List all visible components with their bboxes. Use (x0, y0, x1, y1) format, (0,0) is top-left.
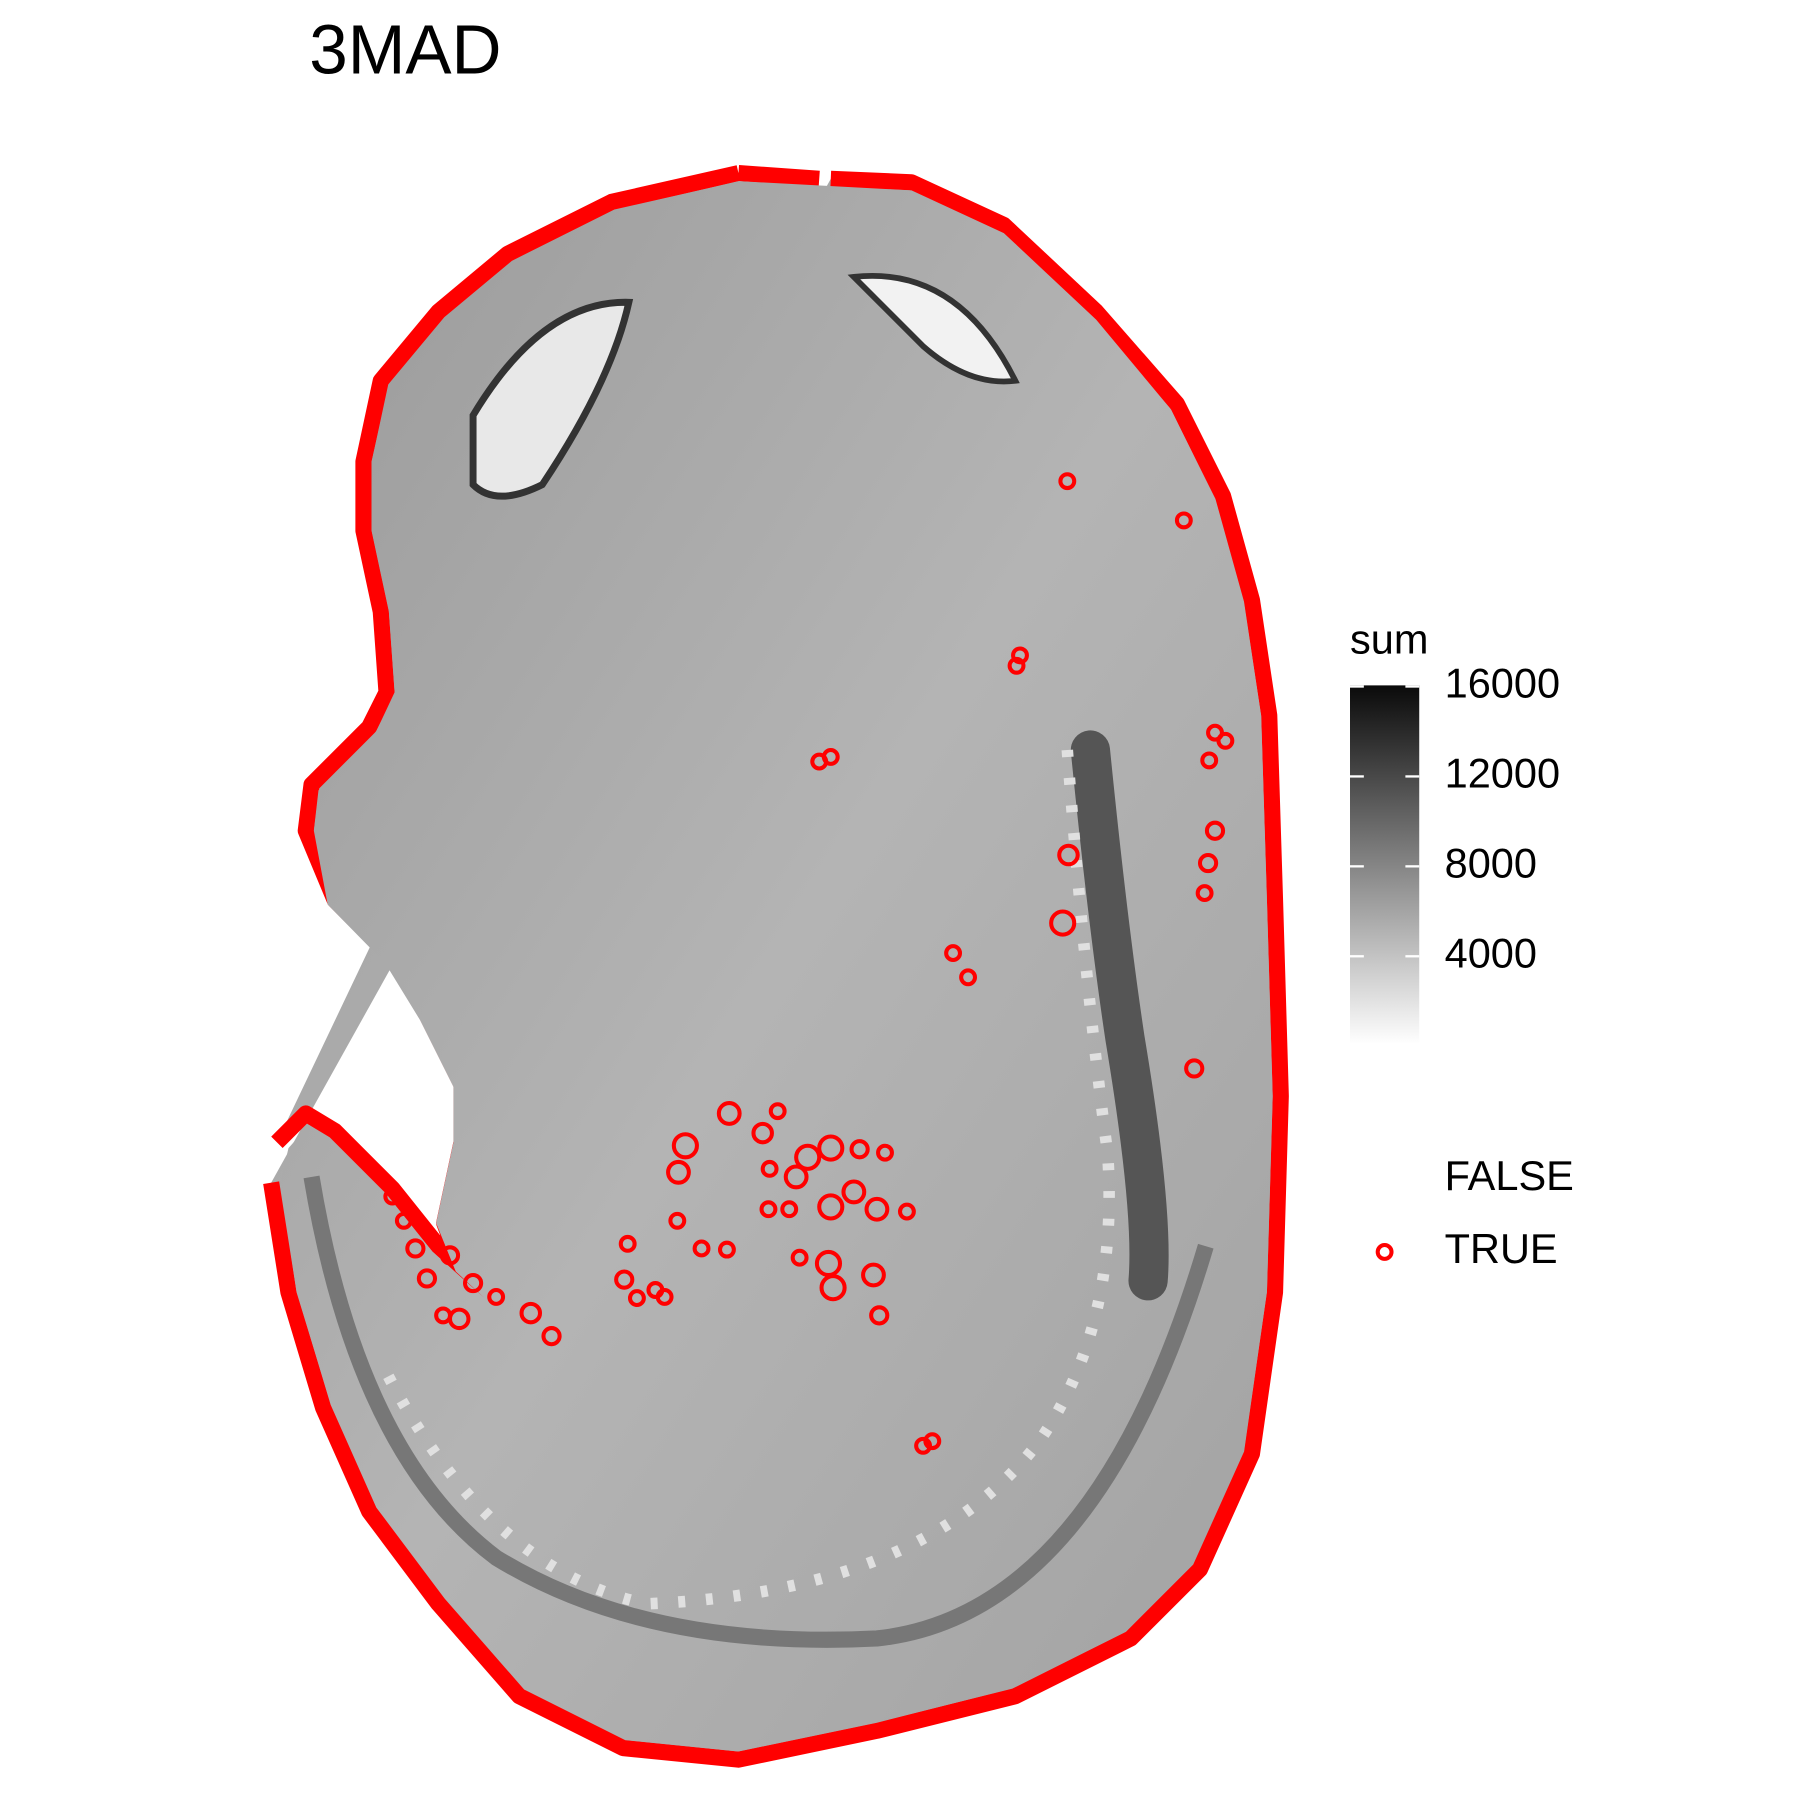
outlier-spot (1184, 1058, 1205, 1079)
outlier-spot (717, 1240, 736, 1259)
outlier-spot (821, 747, 840, 766)
outlier-spot (897, 1202, 916, 1221)
outlier-spot (869, 1305, 890, 1326)
outlier-spot (447, 1307, 471, 1331)
outlier-spot (1049, 909, 1077, 937)
outlier-spot (768, 1102, 787, 1121)
outlier-spot (783, 1164, 809, 1190)
outlier-spot (655, 1287, 674, 1306)
outlier-spot (1200, 751, 1219, 770)
outlier-spot (1204, 820, 1226, 841)
outlier-spot (944, 944, 963, 963)
outlier-spot (487, 1287, 506, 1306)
outlier-spot (1007, 656, 1026, 675)
outlier-spot (541, 1326, 562, 1347)
outlier-spot (819, 1274, 847, 1302)
brain-ventricle (469, 298, 634, 500)
outlier-spot (864, 1196, 890, 1222)
outlier-spot (618, 1234, 637, 1253)
outlier-spot (1174, 511, 1193, 530)
outlier-spot (751, 1121, 774, 1145)
brain-ventricle (847, 273, 1020, 385)
outlier-spot (383, 1187, 402, 1206)
outlier-spot (780, 1200, 799, 1219)
colorbar-title: sum (1350, 616, 1428, 663)
colorbar-tick-label: 4000 (1445, 929, 1537, 976)
colorbar-tick-label: 8000 (1445, 839, 1537, 886)
outlier-spot (394, 1211, 413, 1230)
outlier-spot (876, 1143, 894, 1162)
tissue-section (263, 165, 1289, 1768)
colorbar-tick-label: 12000 (1445, 749, 1560, 796)
tissue-fill (280, 181, 1273, 1752)
outlier-spot (923, 1432, 942, 1451)
tail-band (303, 1175, 1214, 1648)
chart-title: 3MAD (309, 11, 501, 89)
outlier-spot (1057, 843, 1080, 867)
outlier-spots (383, 472, 1235, 1455)
outlier-spot (1195, 884, 1214, 903)
spine (375, 749, 1115, 1610)
outlier-spot (519, 1301, 543, 1325)
outlier-spot (790, 1248, 809, 1267)
outlier-spot (668, 1211, 687, 1230)
legend: sum 4000 8000 12000 16000 FALSE TRUE (1349, 616, 1574, 1272)
outlier-spot (794, 1143, 822, 1171)
outlier-spot (959, 968, 978, 987)
outlier-spot (439, 1245, 461, 1266)
outlier-spot (759, 1200, 778, 1219)
outlier-spot (462, 1272, 484, 1294)
outlier-spot (861, 1262, 886, 1288)
outlier-spot (760, 1159, 779, 1178)
outlier-spot (692, 1239, 711, 1258)
outlier-spot (666, 1159, 691, 1185)
outlier-spot (817, 1193, 845, 1221)
outlier-spot (1216, 731, 1235, 750)
outlier-spot (817, 1134, 845, 1162)
colorbar (1350, 685, 1420, 1045)
spine (1070, 730, 1169, 1301)
outlier-spot (716, 1101, 742, 1126)
outlier-spot (614, 1269, 635, 1290)
outlier-spot (1058, 472, 1077, 491)
colorbar-tick-label: 16000 (1445, 659, 1560, 706)
legend-label: FALSE (1445, 1152, 1574, 1199)
outlier-spot (405, 1238, 426, 1259)
outlier-spot (1197, 852, 1219, 874)
outlier-spot (841, 1179, 867, 1205)
outlier-spot (671, 1132, 699, 1160)
outlier-spot (627, 1289, 646, 1308)
legend-label: TRUE (1445, 1225, 1558, 1272)
outlier-spot (416, 1268, 438, 1289)
outlier-spot (849, 1139, 870, 1160)
legend-key (1375, 1242, 1394, 1261)
outlier-spot (1011, 646, 1029, 665)
